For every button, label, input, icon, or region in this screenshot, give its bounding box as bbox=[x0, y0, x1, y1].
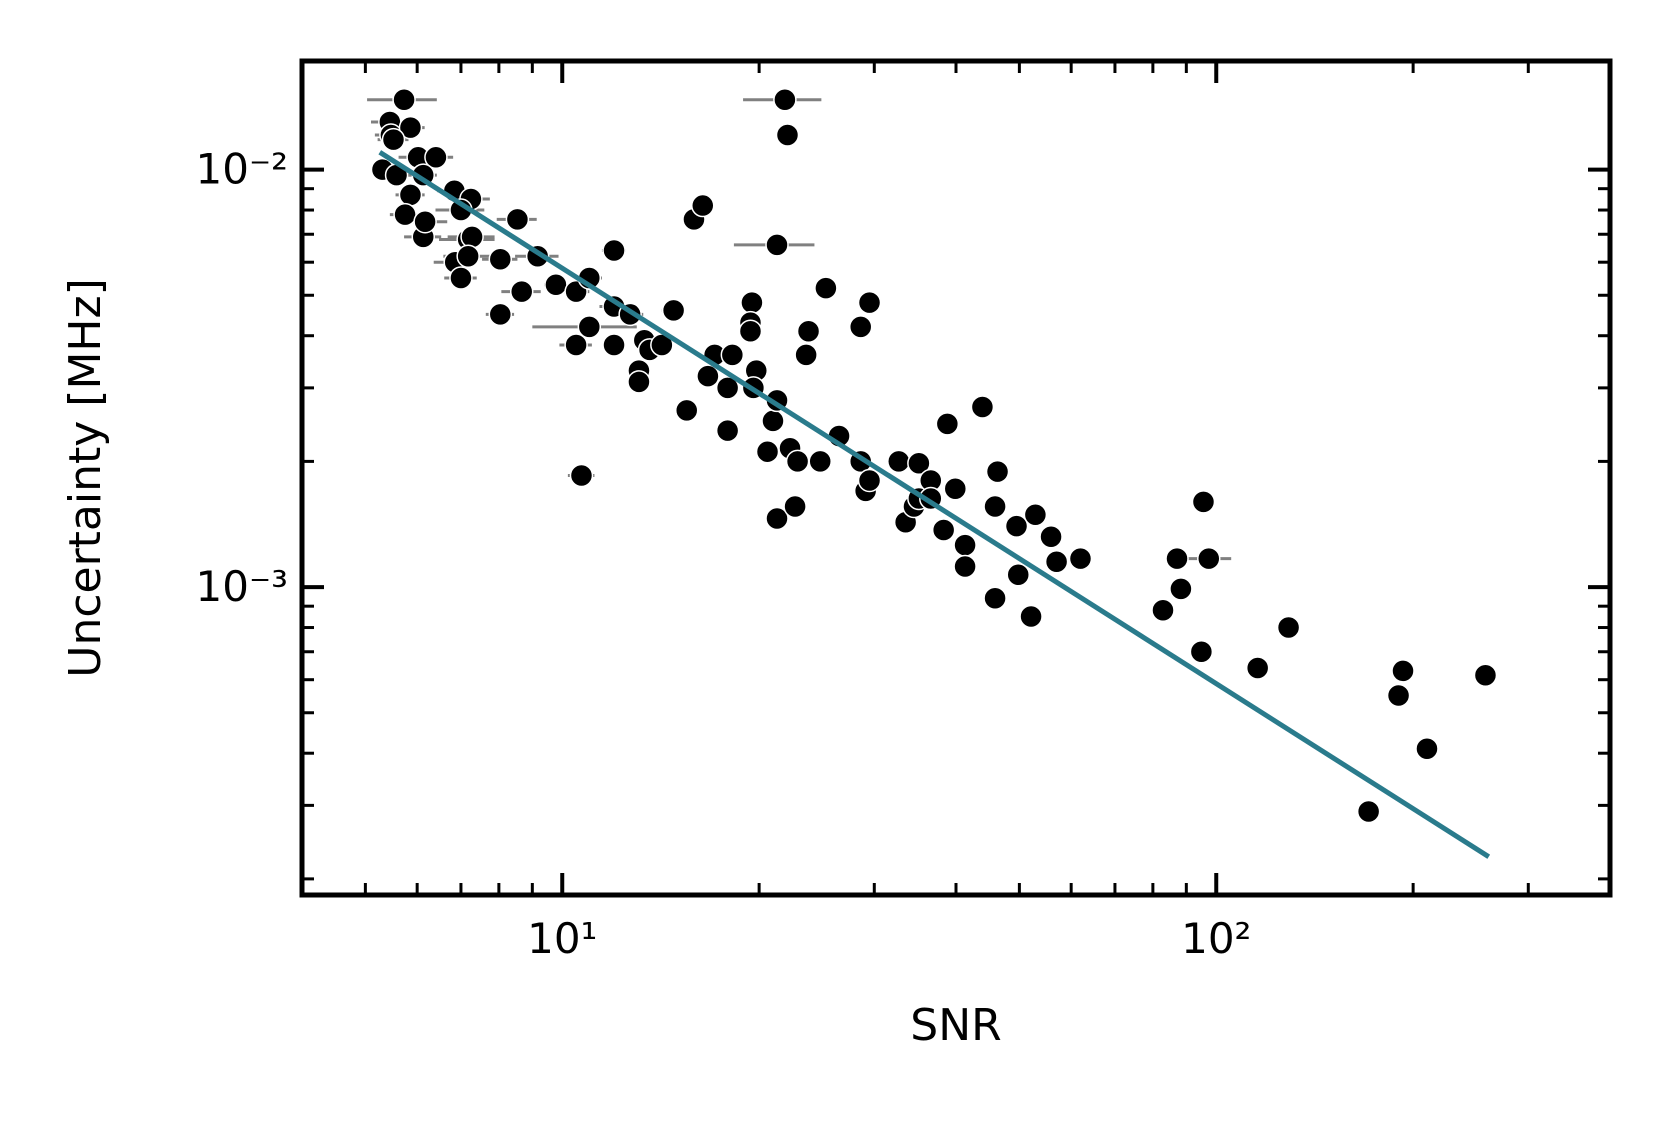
point bbox=[1276, 615, 1301, 640]
y-tick-label: 10⁻³ bbox=[196, 562, 288, 611]
point bbox=[738, 319, 763, 343]
point bbox=[783, 494, 807, 519]
point bbox=[509, 279, 534, 304]
point bbox=[1169, 577, 1193, 601]
point bbox=[857, 468, 882, 493]
point bbox=[602, 333, 626, 357]
point bbox=[505, 207, 530, 232]
point bbox=[488, 247, 513, 271]
point bbox=[755, 439, 780, 464]
point bbox=[715, 376, 740, 400]
point bbox=[740, 290, 764, 315]
point bbox=[488, 302, 513, 327]
y-tick-label: 10⁻² bbox=[196, 145, 288, 194]
point bbox=[393, 202, 417, 227]
point bbox=[935, 412, 960, 436]
point bbox=[1023, 503, 1048, 527]
point bbox=[907, 451, 931, 475]
point bbox=[1191, 490, 1216, 514]
point bbox=[814, 276, 838, 300]
point bbox=[970, 395, 995, 419]
point bbox=[808, 449, 832, 474]
point bbox=[857, 290, 882, 315]
x-axis-label: SNR bbox=[910, 1000, 1001, 1051]
point bbox=[953, 554, 977, 579]
point bbox=[674, 398, 699, 423]
point bbox=[1189, 639, 1214, 664]
point bbox=[765, 506, 789, 531]
point bbox=[1006, 563, 1030, 587]
point bbox=[696, 364, 720, 388]
point bbox=[1039, 524, 1063, 549]
point bbox=[544, 272, 568, 297]
point bbox=[794, 343, 818, 367]
point bbox=[983, 586, 1007, 611]
point bbox=[761, 409, 785, 433]
point bbox=[765, 233, 789, 257]
point bbox=[848, 315, 873, 339]
point bbox=[983, 494, 1007, 519]
point bbox=[1245, 656, 1270, 680]
point bbox=[1386, 683, 1411, 708]
plot-frame bbox=[299, 58, 1613, 898]
point bbox=[691, 193, 715, 218]
point bbox=[460, 225, 484, 249]
point bbox=[627, 370, 651, 394]
point bbox=[1165, 546, 1189, 571]
point bbox=[773, 87, 797, 112]
point bbox=[449, 266, 473, 290]
point bbox=[1356, 799, 1381, 824]
point bbox=[785, 449, 810, 474]
point bbox=[931, 518, 956, 542]
point bbox=[564, 333, 588, 357]
point bbox=[577, 315, 602, 339]
point bbox=[1391, 659, 1415, 683]
x-tick-label: 10² bbox=[1181, 914, 1251, 963]
x-tick-label: 10¹ bbox=[527, 914, 597, 963]
point bbox=[1415, 736, 1439, 761]
point bbox=[985, 459, 1010, 484]
y-axis-label: Uncertainty [MHz] bbox=[60, 278, 111, 678]
point bbox=[715, 418, 740, 443]
point bbox=[602, 238, 626, 263]
point bbox=[953, 533, 977, 557]
point bbox=[1019, 604, 1043, 629]
point bbox=[413, 209, 437, 234]
point bbox=[456, 244, 480, 269]
point bbox=[1473, 663, 1498, 687]
point bbox=[775, 123, 800, 147]
point bbox=[1068, 546, 1093, 571]
point bbox=[1004, 514, 1029, 538]
point bbox=[392, 87, 416, 112]
point bbox=[398, 183, 423, 207]
point bbox=[943, 476, 968, 501]
point bbox=[1044, 549, 1069, 574]
point bbox=[1151, 598, 1175, 623]
point bbox=[424, 145, 448, 170]
point bbox=[796, 319, 821, 343]
point bbox=[381, 127, 406, 152]
point bbox=[569, 463, 594, 488]
point bbox=[661, 298, 686, 323]
point bbox=[887, 449, 911, 474]
point bbox=[1197, 546, 1221, 571]
fit-line bbox=[378, 150, 1491, 859]
point bbox=[720, 343, 745, 367]
point bbox=[398, 115, 423, 140]
